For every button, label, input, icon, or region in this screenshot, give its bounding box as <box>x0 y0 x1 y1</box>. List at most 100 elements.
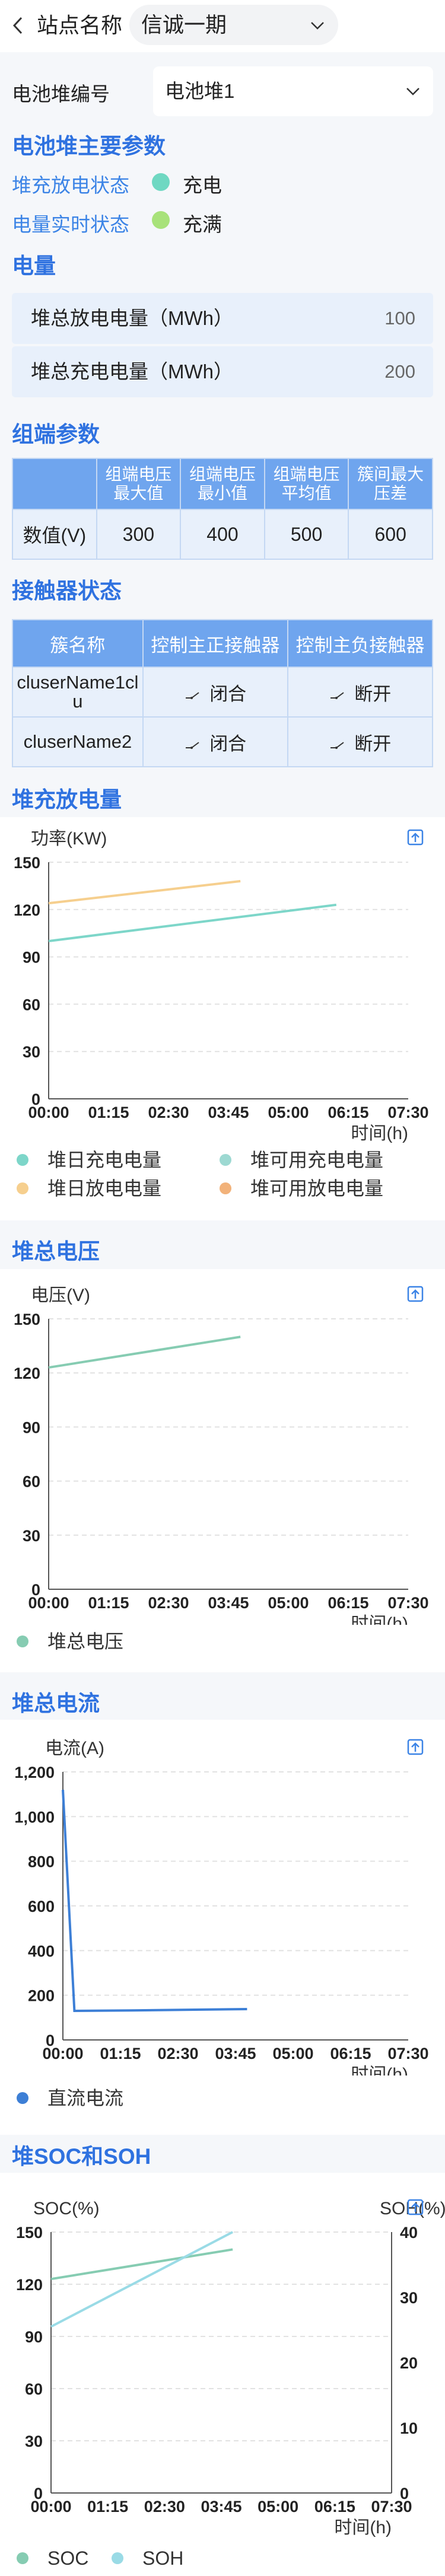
legend-dot <box>17 1154 28 1166</box>
x-tick-label: 06:15 <box>314 2498 355 2516</box>
y-axis-label: 功率(KW) <box>31 829 107 849</box>
x-tick-label: 03:45 <box>215 2045 256 2062</box>
x-tick-label: 05:00 <box>268 1104 309 1121</box>
x-tick-label: 00:00 <box>30 2498 71 2516</box>
y-tick-label: 120 <box>16 2276 43 2294</box>
contactor-neg-cell: 断开 <box>287 667 434 718</box>
soc-state-label: 电量实时状态 <box>12 213 129 235</box>
x-axis-label: 时间(h) <box>351 1124 408 1143</box>
y-tick-label: 0 <box>34 2485 43 2502</box>
legend-dot <box>17 2552 28 2564</box>
series-line <box>50 2248 233 2281</box>
stack-value: 电池堆1 <box>165 80 235 102</box>
legend-dot <box>17 1635 28 1647</box>
switch-icon <box>329 684 349 704</box>
energy-row: 堆总充电电量（MWh） 200 <box>12 346 433 397</box>
y-tick-label: 0 <box>31 1091 40 1108</box>
charge-state-label: 堆充放电状态 <box>12 174 129 196</box>
x-tick-label: 00:00 <box>42 2045 83 2062</box>
y-tick-label: 200 <box>28 1987 55 2005</box>
site-value: 信诚一期 <box>141 12 227 37</box>
x-tick-label: 03:45 <box>208 1104 249 1121</box>
legend-dot <box>220 1154 231 1166</box>
table-header <box>12 458 97 510</box>
power-chart: 功率(KW) 0 30 60 90 120 150 00:00 01:15 02:30 03:45 0… <box>0 817 445 1220</box>
table-row-label: 数值(V) <box>12 509 97 560</box>
soc-chart: SOC(%) SOH(%) 0 30 60 90 120 150 0 10 20 30 40 00:00 0… <box>0 2173 445 2576</box>
y-tick-label: 0 <box>46 2032 55 2049</box>
top-bar: 站点名称 信诚一期 <box>0 0 445 52</box>
table-header: 控制主负接触器 <box>287 619 434 668</box>
energy-title: 电量 <box>12 254 56 278</box>
x-axis-label: 时间(h) <box>351 1614 408 1625</box>
current-chart-svg: 电流(A) 0 200 400 600 800 1,000 1,200 00:00 01:15 02… <box>14 1739 428 2076</box>
y-tick-label: 0 <box>31 1581 40 1599</box>
legend-dot <box>17 2092 28 2104</box>
y-tick-label: 60 <box>23 1473 40 1491</box>
y-tick-label: 90 <box>23 949 40 967</box>
export-icon <box>407 829 424 846</box>
current-chart: 电流(A) 0 200 400 600 800 1,000 1,200 00:00 01:15 02… <box>0 1720 445 2135</box>
export-icon <box>407 2199 424 2215</box>
site-select[interactable]: 信诚一期 <box>129 5 338 45</box>
table-cell: 300 <box>96 509 182 560</box>
y2-tick-label: 10 <box>400 2419 418 2437</box>
y-tick-label: 90 <box>25 2328 43 2346</box>
y-tick-label: 60 <box>25 2380 43 2398</box>
x-tick-label: 00:00 <box>28 1594 69 1612</box>
y-tick-label: 800 <box>28 1853 55 1871</box>
contactor-pos-cell: 闭合 <box>142 667 288 718</box>
stack-label: 电池堆编号 <box>12 83 110 105</box>
y-tick-label: 120 <box>14 901 40 919</box>
back-icon[interactable] <box>6 11 30 40</box>
y-tick-label: 1,200 <box>14 1764 55 1781</box>
y2-tick-label: 0 <box>400 2485 409 2502</box>
contactor-neg-cell: 断开 <box>287 716 434 767</box>
table-header: 簇间最大压差 <box>348 458 433 510</box>
y2-axis-label: SOH(%) <box>380 2199 445 2218</box>
switch-icon <box>185 734 205 754</box>
x-tick-label: 07:30 <box>371 2498 412 2516</box>
contactor-pos-cell: 闭合 <box>142 716 288 767</box>
y-tick-label: 60 <box>23 996 40 1013</box>
site-label: 站点名称 <box>37 13 123 37</box>
soc-chart-title: 堆SOC和SOH <box>12 2144 151 2169</box>
x-tick-label: 06:15 <box>328 1104 368 1121</box>
energy-row: 堆总放电电量（MWh） 100 <box>12 293 433 344</box>
x-tick-label: 03:45 <box>208 1594 249 1612</box>
x-tick-label: 01:15 <box>88 1594 129 1612</box>
x-tick-label: 00:00 <box>28 1104 69 1121</box>
y-axis-label: 电流(A) <box>45 1739 104 1758</box>
table-header: 组端电压最小值 <box>180 458 265 510</box>
power-chart-svg: 功率(KW) 0 30 60 90 120 150 00:00 01:15 02:30 03:45 0… <box>14 829 429 1143</box>
x-tick-label: 02:30 <box>157 2045 198 2062</box>
table-header: 簇名称 <box>12 619 144 668</box>
series-line <box>48 903 337 942</box>
energy-value: 100 <box>384 308 415 329</box>
charge-state-value: 充电 <box>183 174 222 196</box>
x-tick-label: 06:15 <box>328 1594 368 1612</box>
y-tick-label: 150 <box>16 2224 43 2242</box>
switch-icon <box>329 734 349 754</box>
series-line <box>48 879 241 905</box>
y-tick-label: 120 <box>14 1364 40 1382</box>
table-cell: 500 <box>263 509 349 560</box>
x-tick-label: 01:15 <box>88 1104 129 1121</box>
contactor-neg-state: 断开 <box>354 683 392 704</box>
soc-chart-svg: SOC(%) SOH(%) 0 30 60 90 120 150 0 10 20 30 40 00:00 0… <box>16 2199 445 2537</box>
x-tick-label: 03:45 <box>201 2498 241 2516</box>
y-tick-label: 30 <box>23 1043 40 1061</box>
table-cell: 400 <box>180 509 265 560</box>
cluster-name: cluserName2 <box>12 716 144 767</box>
voltage-chart-title: 堆总电压 <box>12 1239 100 1264</box>
table-cell: 600 <box>348 509 433 560</box>
x-tick-label: 05:00 <box>258 2498 298 2516</box>
main-params-title: 电池堆主要参数 <box>12 134 166 158</box>
x-tick-label: 02:30 <box>144 2498 185 2516</box>
soc-state-value: 充满 <box>183 213 222 235</box>
y-tick-label: 30 <box>23 1527 40 1545</box>
stack-select[interactable]: 电池堆1 <box>153 66 433 116</box>
x-tick-label: 01:15 <box>87 2498 128 2516</box>
y-tick-label: 600 <box>28 1898 55 1915</box>
x-tick-label: 05:00 <box>268 1594 309 1612</box>
